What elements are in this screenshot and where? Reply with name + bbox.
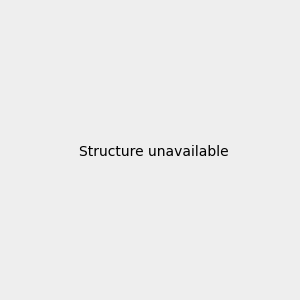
Text: Structure unavailable: Structure unavailable <box>79 145 229 158</box>
